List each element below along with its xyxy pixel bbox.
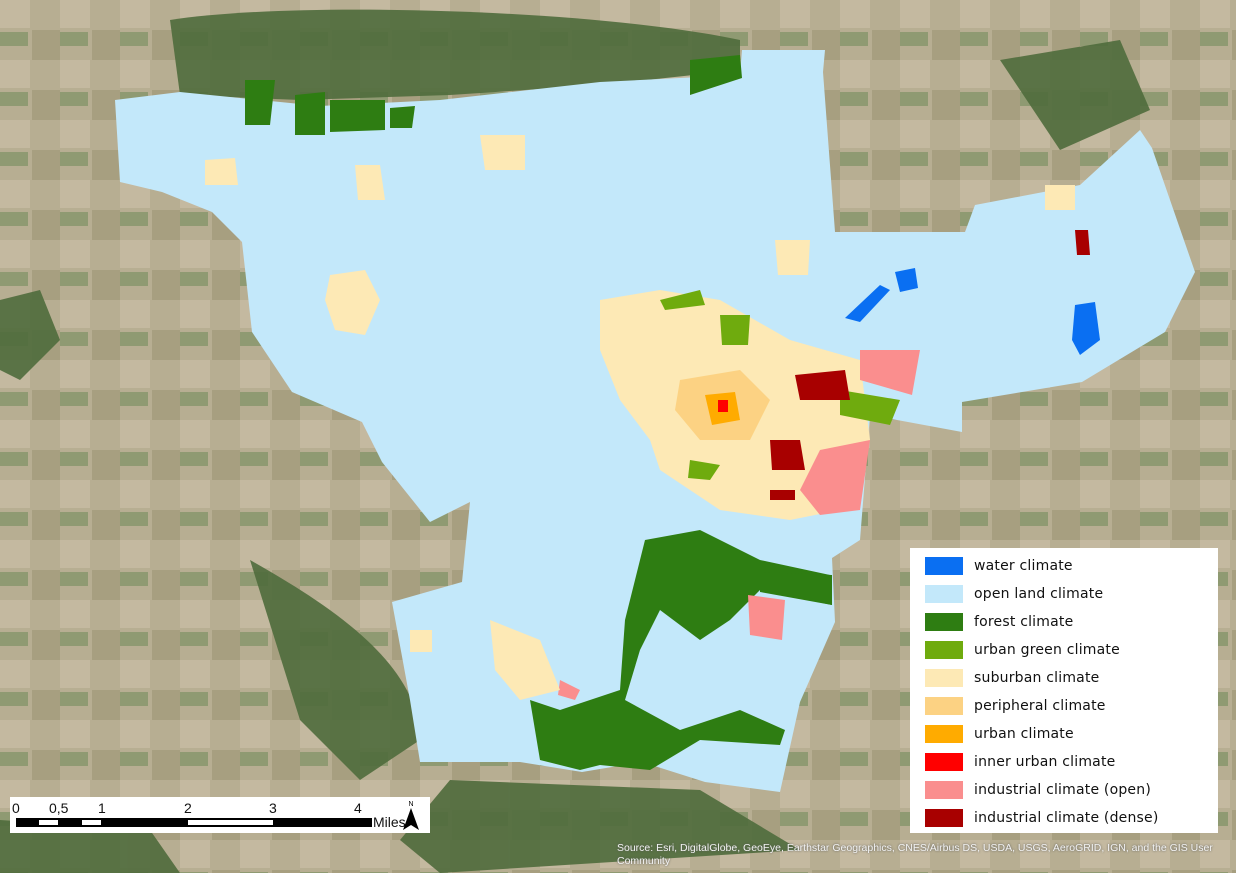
scale-bar: 0 0,5 1 2 3 4 Miles N	[10, 797, 430, 833]
scale-tick: 1	[98, 800, 106, 816]
legend-swatch	[925, 557, 963, 575]
legend-item-peripheral: peripheral climate	[925, 696, 1106, 716]
legend-item-forest: forest climate	[925, 612, 1073, 632]
legend-item-water: water climate	[925, 556, 1073, 576]
legend-label: industrial climate (open)	[974, 782, 1151, 798]
legend-swatch	[925, 697, 963, 715]
legend-swatch	[925, 781, 963, 799]
map-attribution: Source: Esri, DigitalGlobe, GeoEye, Eart…	[617, 842, 1213, 867]
legend-item-industrial-open: industrial climate (open)	[925, 780, 1151, 800]
scale-unit: Miles	[373, 814, 406, 830]
forest-climate-areas	[245, 55, 832, 770]
legend-item-urban: urban climate	[925, 724, 1074, 744]
basemap-forests	[0, 9, 1150, 873]
scale-tick: 0,5	[49, 800, 69, 816]
legend-item-open-land: open land climate	[925, 584, 1103, 604]
legend-swatch	[925, 585, 963, 603]
legend-label: open land climate	[974, 586, 1104, 602]
legend-swatch	[925, 725, 963, 743]
legend-label: water climate	[974, 558, 1073, 574]
water-climate-areas	[845, 268, 1100, 355]
north-arrow-icon: N	[403, 801, 419, 834]
map-legend: water climate open land climate forest c…	[910, 548, 1218, 833]
urban-areas	[205, 135, 1090, 700]
legend-label: urban green climate	[974, 642, 1120, 658]
legend-label: suburban climate	[974, 670, 1100, 686]
scale-tick: 3	[269, 800, 277, 816]
legend-swatch	[925, 753, 963, 771]
scale-tick: 2	[184, 800, 192, 816]
legend-label: urban climate	[974, 726, 1074, 742]
legend-swatch	[925, 669, 963, 687]
legend-swatch	[925, 613, 963, 631]
legend-swatch	[925, 809, 963, 827]
legend-swatch	[925, 641, 963, 659]
scale-tick: 4	[354, 800, 362, 816]
north-label: N	[408, 801, 414, 808]
legend-item-suburban: suburban climate	[925, 668, 1099, 688]
legend-label: industrial climate (dense)	[974, 810, 1159, 826]
scale-tick: 0	[12, 800, 20, 816]
scale-bar-segments	[16, 818, 372, 827]
legend-item-inner-urban: inner urban climate	[925, 752, 1115, 772]
legend-label: peripheral climate	[974, 698, 1106, 714]
legend-item-urban-green: urban green climate	[925, 640, 1120, 660]
legend-label: inner urban climate	[974, 754, 1116, 770]
legend-item-industrial-dense: industrial climate (dense)	[925, 808, 1159, 828]
legend-label: forest climate	[974, 614, 1074, 630]
